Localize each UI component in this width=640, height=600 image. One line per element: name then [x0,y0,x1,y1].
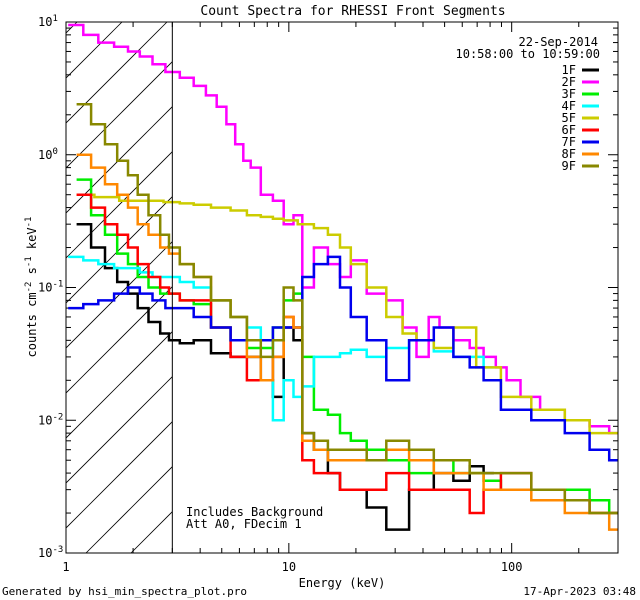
hatch-line [66,196,173,304]
y-tick-label: 10-2 [38,412,63,427]
hatch-line [66,376,173,484]
y-tick-labels: 10-3 10-2 10-1 100 101 [38,14,63,560]
plot-frame [65,21,619,554]
legend-label-5F: 5F [562,111,576,125]
y-axis-label: counts cm-2 s-1 keV-1 [24,217,39,358]
x-tick-label: 1 [62,560,69,574]
x-axis-label: Energy (keV) [299,576,386,590]
y-tick-label: 100 [38,147,58,162]
hatch-line [66,421,173,529]
y-tick-label: 101 [38,14,58,29]
hatch-line [626,22,640,553]
series-group [68,23,618,531]
hatch-line [66,286,173,394]
legend-label-2F: 2F [562,75,576,89]
series-line-3F [76,178,618,515]
x-tick-labels: 1 10 100 [62,560,522,574]
date-label: 22-Sep-2014 [519,35,598,49]
hatch-line [66,22,168,124]
legend-label-3F: 3F [562,87,576,101]
legend-label-4F: 4F [562,99,576,113]
series-line-2F [68,23,618,435]
excluded-energy-hatching [66,22,640,553]
legend-label-6F: 6F [562,123,576,137]
x-tick-label: 100 [501,560,523,574]
x-tick-label: 10 [282,560,296,574]
y-tick-label: 10-3 [38,545,63,560]
hatch-line [66,61,173,169]
legend-label-1F: 1F [562,63,576,77]
hatch-line [66,241,173,349]
hatch-line [66,106,173,214]
legend-label-8F: 8F [562,147,576,161]
time-range-label: 10:58:00 to 10:59:00 [456,47,601,61]
hatch-lines [66,22,640,553]
legend-label-7F: 7F [562,135,576,149]
footer-timestamp: 17-Apr-2023 03:48 [523,585,636,598]
annotation-attenuator: Att A0, FDecim 1 [186,517,302,531]
annotation-background: Includes Background [186,505,323,519]
series-line-5F [76,193,618,435]
hatch-line [536,22,640,553]
series-line-9F [76,103,618,515]
footer-generated-by: Generated by hsi_min_spectra_plot.pro [2,585,247,598]
y-tick-label: 10-1 [38,280,63,295]
legend-label-9F: 9F [562,159,576,173]
chart-title: Count Spectra for RHESSI Front Segments [200,4,505,19]
series-line-7F [68,255,618,462]
